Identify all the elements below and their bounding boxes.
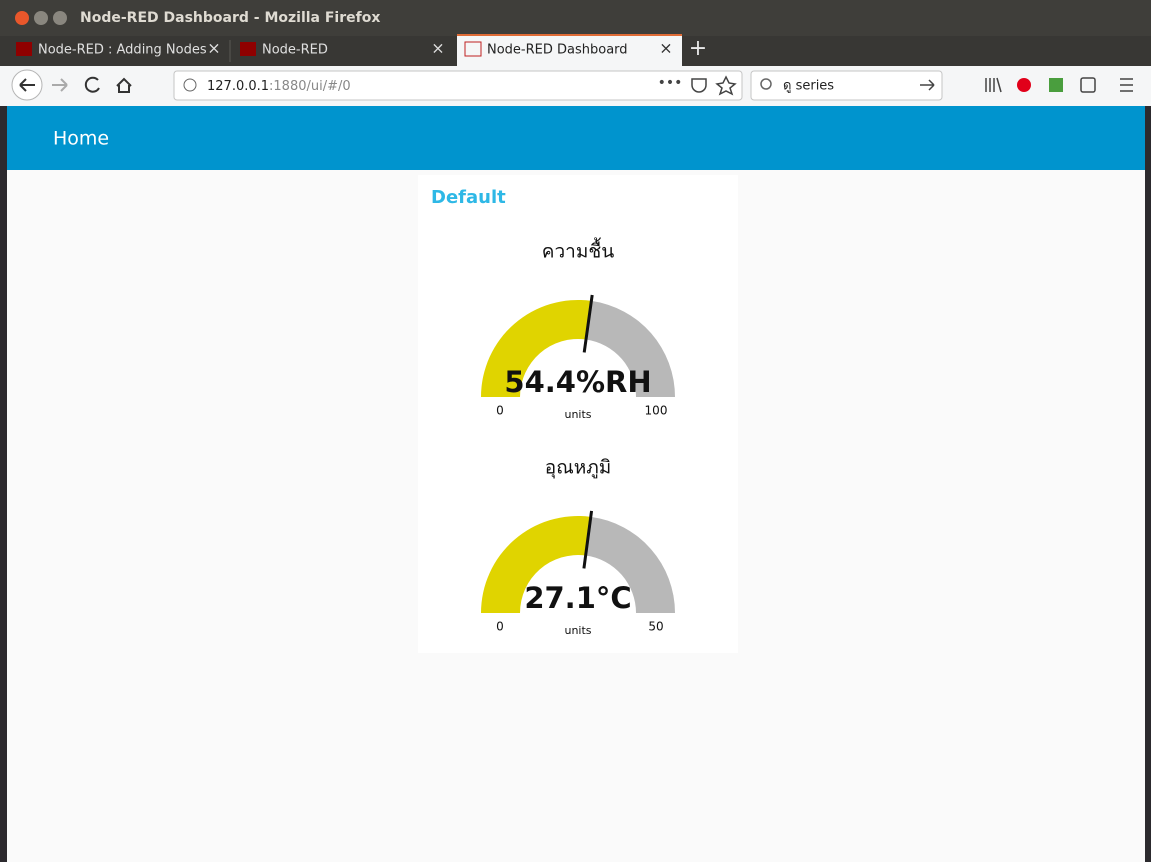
sidebar-button[interactable] (1080, 77, 1096, 93)
gauge-max: 100 (645, 404, 668, 418)
gauge-units: units (564, 624, 591, 637)
gauge-fill (481, 300, 592, 397)
header-title: Home (53, 128, 109, 150)
extension-icon[interactable] (1049, 78, 1063, 92)
minimize-button[interactable] (34, 11, 48, 25)
page-actions[interactable]: ••• (658, 75, 683, 91)
tab-close[interactable]: × (207, 39, 220, 58)
extension-icon[interactable] (1017, 78, 1031, 92)
forward-button[interactable] (52, 78, 68, 92)
maximize-button[interactable] (53, 11, 67, 25)
tab-highlight (457, 34, 682, 36)
title-bar (0, 0, 1151, 36)
tab[interactable]: Node-RED × (229, 39, 445, 63)
url-path: :1880/ui/#/0 (269, 79, 351, 94)
search-go[interactable] (920, 79, 935, 91)
back-icon (19, 78, 35, 92)
new-tab-button[interactable]: + (689, 36, 707, 61)
gauge-value: 27.1°C (524, 581, 631, 615)
tab-close[interactable]: × (659, 39, 672, 58)
tab-background (457, 36, 682, 66)
search-bar[interactable] (750, 70, 943, 101)
search-text: ดู series (783, 79, 834, 94)
tab-icon (464, 41, 482, 57)
tab-icon (240, 42, 256, 56)
gauge-background (585, 300, 675, 397)
info-icon[interactable] (183, 78, 197, 92)
gauge-background (585, 516, 675, 613)
reload-button[interactable] (84, 76, 100, 93)
gauge-needle (582, 510, 594, 569)
url-host: 127.0.0.1 (207, 79, 269, 94)
gauge-units: units (564, 408, 591, 421)
tab-label: Node-RED : Adding Nodes (38, 43, 207, 58)
menu-button[interactable] (1120, 78, 1133, 92)
tab-icon (16, 42, 32, 56)
tab-close[interactable]: × (431, 39, 444, 58)
pocket-button[interactable] (691, 78, 707, 93)
dashboard-header (7, 106, 1145, 170)
group-title: Default (431, 187, 506, 208)
gauge-min: 0 (496, 620, 504, 634)
window-title: Node-RED Dashboard - Mozilla Firefox (80, 10, 380, 26)
url: 127.0.0.1:1880/ui/#/0 (207, 79, 351, 94)
group-card (418, 175, 738, 653)
gauge-needle (582, 294, 594, 353)
bookmark-button[interactable] (715, 75, 737, 96)
gauge-max: 50 (648, 620, 663, 634)
gauge-title: ความชื้น (542, 238, 614, 263)
gauge-title: อุณหภูมิ (545, 457, 612, 480)
home-button[interactable] (116, 77, 132, 93)
address-bar[interactable] (173, 70, 743, 101)
tab-label: Node-RED (262, 43, 328, 58)
gauge-min: 0 (496, 404, 504, 418)
close-button[interactable] (15, 11, 29, 25)
gauge-fill (481, 516, 591, 613)
library-button[interactable] (985, 77, 1002, 93)
tab[interactable]: Node-RED Dashboard × (457, 34, 682, 66)
tab-label: Node-RED Dashboard (487, 43, 628, 58)
search-icon (760, 78, 772, 90)
tab[interactable]: Node-RED : Adding Nodes × (16, 39, 221, 58)
gauge-value: 54.4%RH (504, 365, 651, 399)
